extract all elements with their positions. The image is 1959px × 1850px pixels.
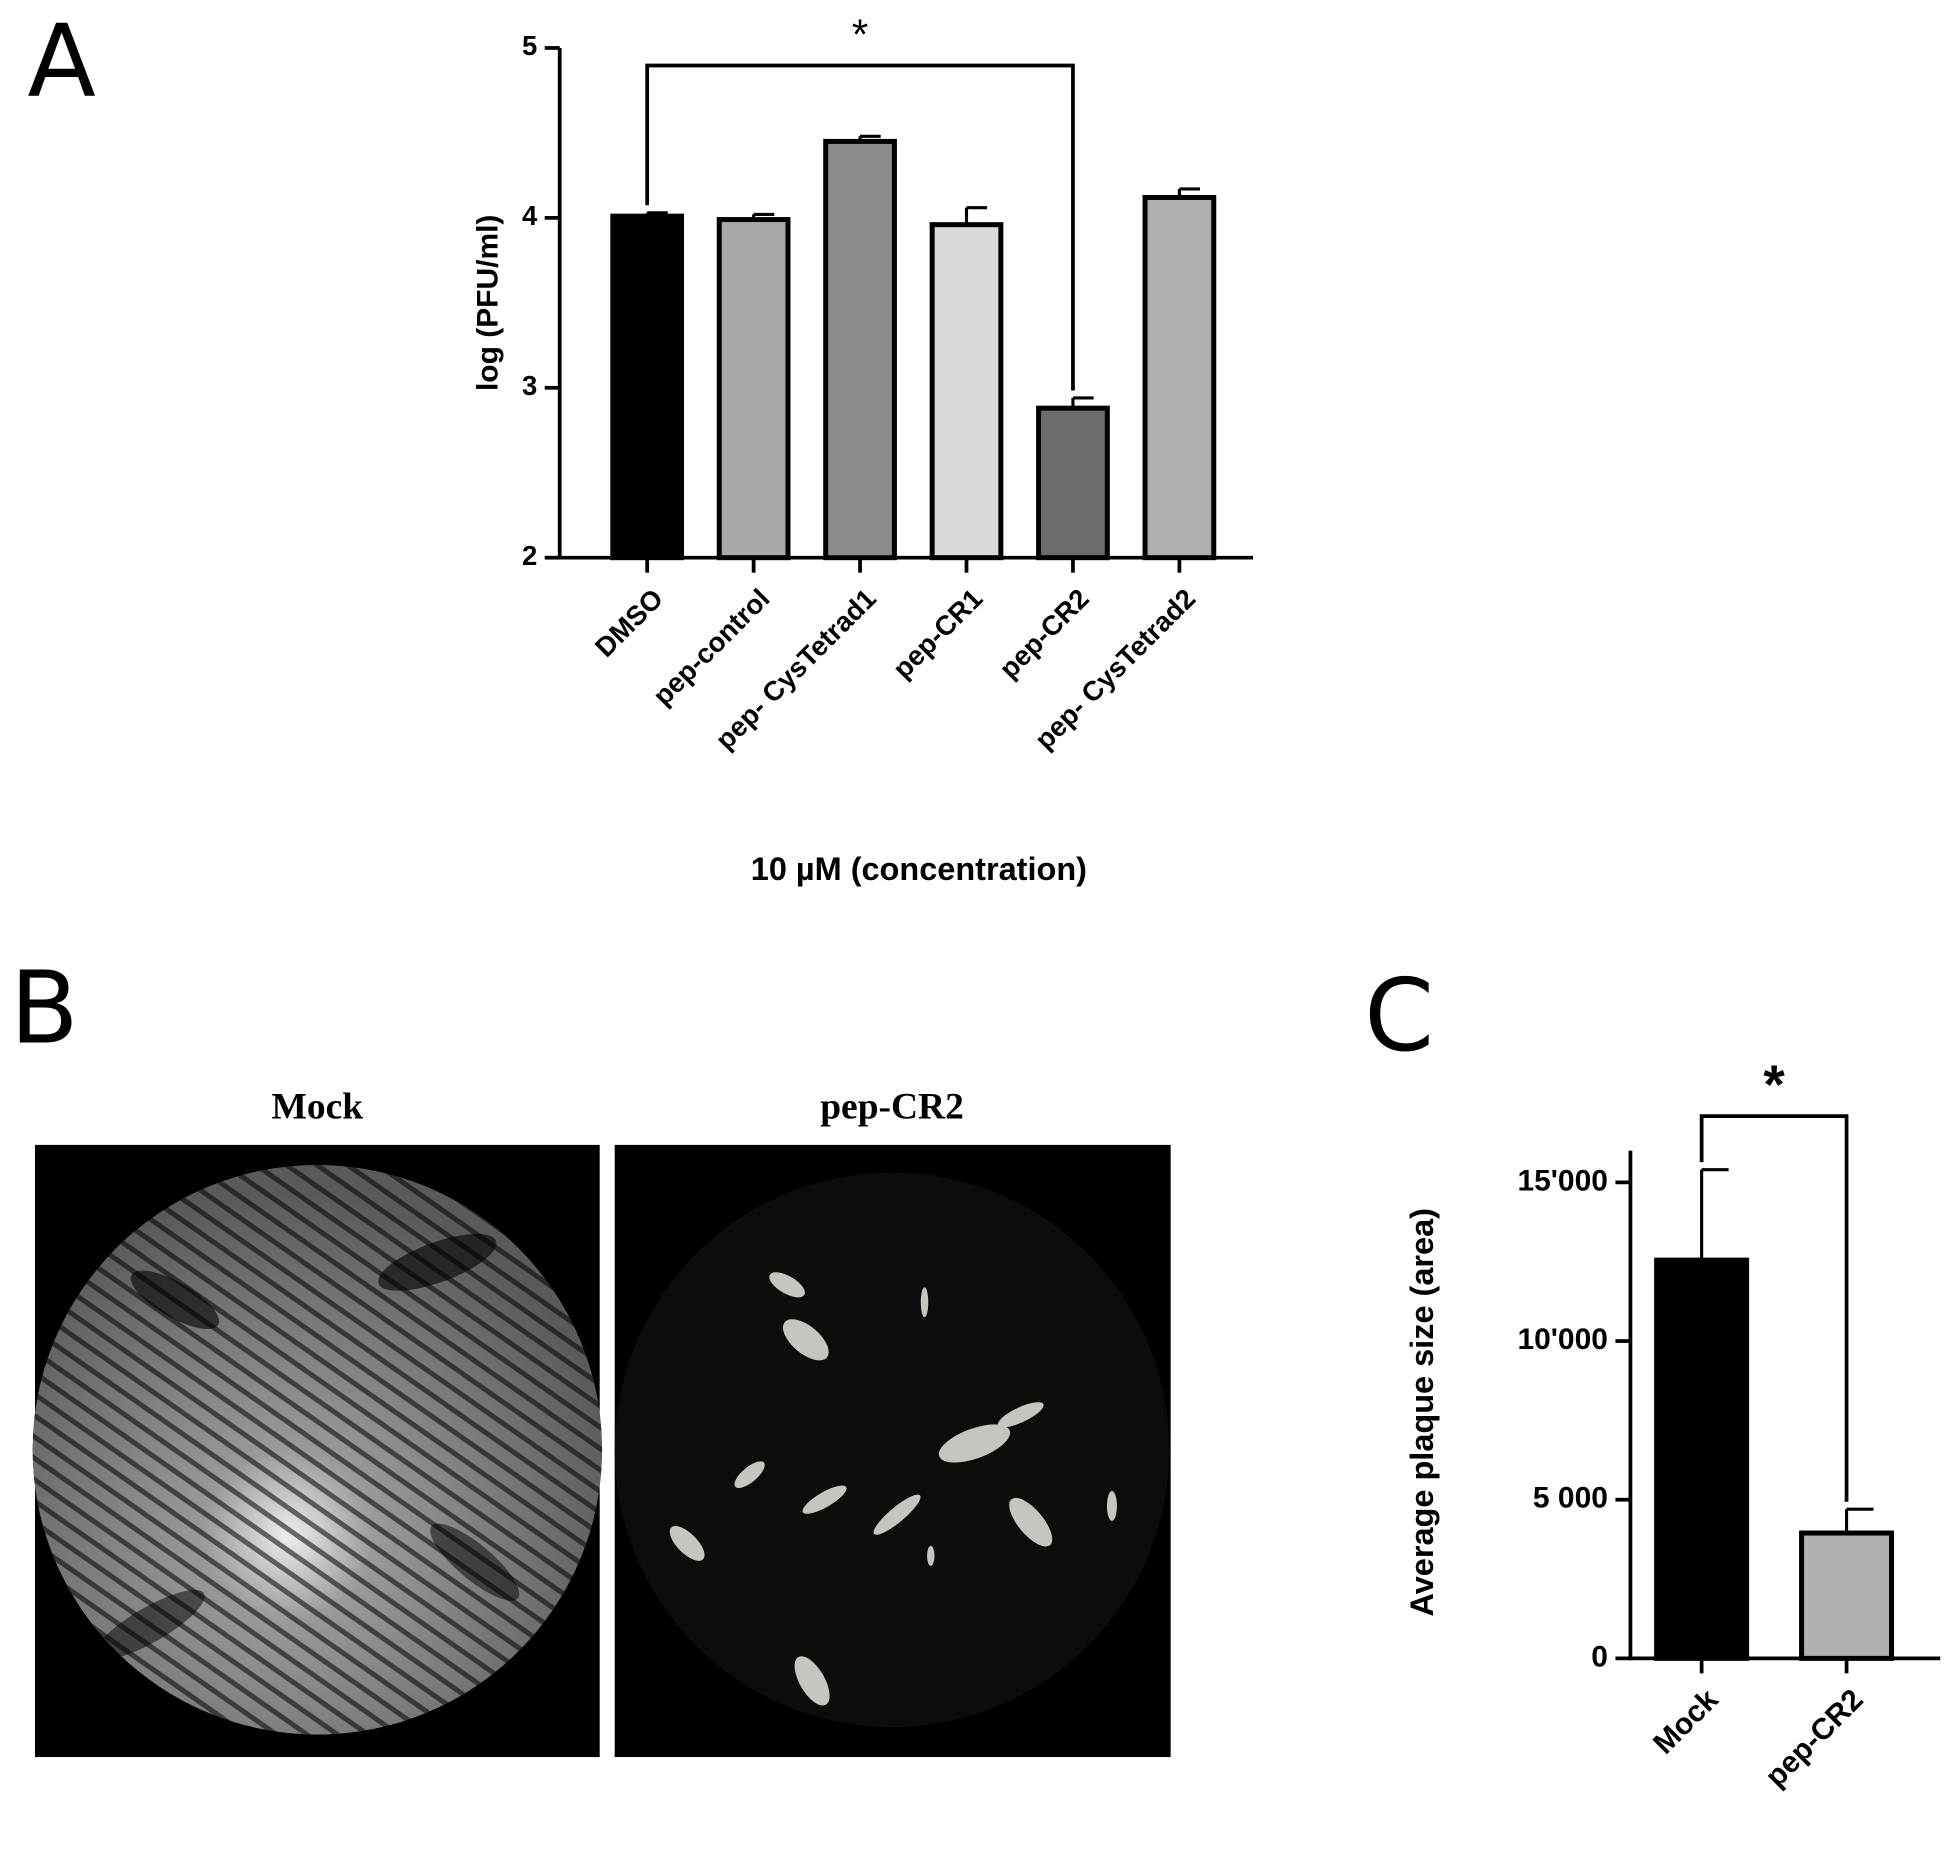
bar	[1036, 405, 1110, 561]
panel-label: B	[10, 949, 79, 1066]
x-axis-title: 10 µM (concentration)	[751, 851, 1087, 887]
y-tick-label: 3	[522, 370, 537, 401]
bar	[1654, 1257, 1750, 1661]
significance-label: *	[1763, 1053, 1785, 1115]
y-tick-label: 5	[522, 30, 537, 61]
y-tick-label: 15'000	[1517, 1164, 1607, 1197]
micrograph	[614, 1144, 1171, 1758]
y-tick-label: 4	[522, 200, 538, 231]
significance-bracket	[1699, 1114, 1849, 1502]
significance-label: *	[852, 11, 869, 58]
bar	[610, 213, 685, 561]
x-tick-label: pep-CR2	[993, 583, 1095, 685]
y-axis-title: Average plaque size (area)	[1404, 1208, 1440, 1616]
x-tick-label: pep-CR2	[1759, 1683, 1869, 1793]
image-title: pep-CR2	[820, 1086, 964, 1127]
bar	[929, 222, 1004, 561]
y-tick-label: 10'000	[1517, 1323, 1607, 1356]
bar	[1799, 1530, 1895, 1661]
panel-label: C	[1364, 957, 1434, 1074]
panel-label: A	[27, 2, 95, 119]
bar	[716, 217, 791, 561]
y-tick-label: 2	[522, 540, 537, 571]
significance-bracket	[645, 63, 1075, 391]
micrograph	[32, 1144, 603, 1758]
x-tick-label: DMSO	[589, 583, 669, 663]
y-tick-label: 5 000	[1533, 1482, 1608, 1515]
x-tick-label: Mock	[1647, 1683, 1725, 1761]
x-tick-label: pep-CR1	[887, 583, 989, 685]
y-tick-label: 0	[1591, 1640, 1608, 1673]
bar	[1142, 194, 1217, 561]
image-title: Mock	[272, 1086, 364, 1127]
bar	[823, 138, 897, 561]
y-axis-title: log (PFU/ml)	[472, 215, 505, 391]
